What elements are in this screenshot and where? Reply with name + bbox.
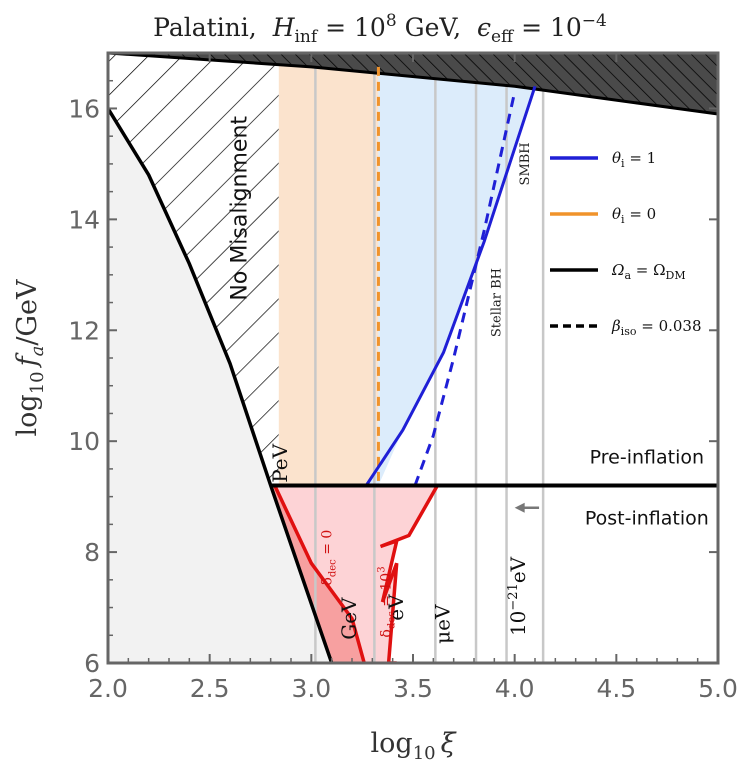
beta-iso-line <box>413 91 517 487</box>
y-tick-label-5: 16 <box>68 94 100 123</box>
legend-label-2: Ωa = ΩDM <box>611 261 686 282</box>
x-tick-label-0: 2.0 <box>88 674 128 703</box>
pre-inflation-label: Pre-inflation <box>590 446 704 468</box>
theta1-line <box>364 85 537 487</box>
x-axis-label: log10 ξ <box>371 728 457 764</box>
delta1000-line <box>379 484 439 663</box>
y-tick-label-3: 12 <box>68 316 100 345</box>
bh-label-1: SMBH <box>518 142 533 185</box>
post-inflation-pink <box>270 485 438 663</box>
mass-label-2: eV <box>384 594 408 621</box>
post-inflation-label: Post-inflation <box>585 507 709 529</box>
axis-ticks: 2.0 2.5 3.0 3.5 4.0 4.5 5.0 6 8 10 12 14 16 <box>68 53 738 703</box>
x-tick-label-3: 3.5 <box>393 674 433 703</box>
legend-label-3: βiso = 0.038 <box>611 317 702 338</box>
mass-label-0: PeV <box>268 443 292 482</box>
y-axis-label: log10fa/GeV <box>12 279 48 436</box>
theta0-band <box>278 53 379 486</box>
x-tick-label-1: 2.5 <box>190 674 230 703</box>
delta-label-1: δdec = 103 <box>377 566 398 637</box>
y-tick-label-1: 8 <box>84 538 100 567</box>
chart-title: Palatini, Hinf = 108 GeV, ϵeff = 10−4 <box>153 11 607 47</box>
mass-label-3: μeV <box>431 604 455 644</box>
plot-area: No Misalignment Pre-inflation Post-inflati… <box>108 53 718 663</box>
legend-label-0: θi = 1 <box>612 149 656 170</box>
top-excluded-region <box>108 53 718 114</box>
no-misalignment-label: No Misalignment <box>227 116 252 301</box>
delta-label-0: δdec = 0 <box>320 530 339 586</box>
y-tick-label-2: 10 <box>68 427 100 456</box>
legend-label-1: θi = 0 <box>612 205 656 226</box>
x-tick-label-4: 4.0 <box>495 674 535 703</box>
x-tick-label-6: 5.0 <box>698 674 738 703</box>
excluded-region <box>108 108 332 663</box>
y-tick-label-4: 14 <box>68 205 100 234</box>
mass-label-4: 10−21eV <box>506 556 530 636</box>
arrow-head <box>514 502 525 513</box>
y-tick-label-0: 6 <box>84 649 100 678</box>
mass-label-1: GeV <box>337 597 361 640</box>
dm-boundary-line <box>108 107 334 663</box>
delta0-line <box>273 484 366 663</box>
x-tick-label-5: 4.5 <box>596 674 636 703</box>
theta1-region-fill <box>378 68 535 486</box>
x-tick-label-2: 3.0 <box>291 674 331 703</box>
bh-label-0: Stellar BH <box>489 268 504 337</box>
